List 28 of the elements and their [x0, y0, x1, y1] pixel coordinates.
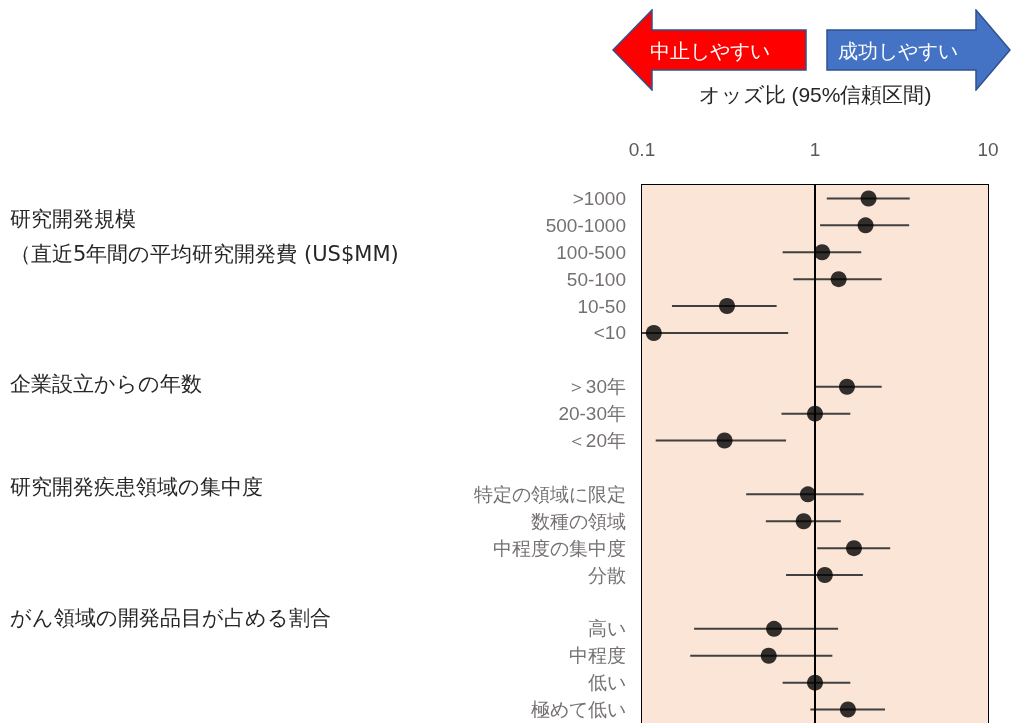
- y-tick-label: 10-50: [577, 295, 626, 317]
- y-tick-label: 高い: [588, 618, 626, 640]
- y-tick-label: <10: [593, 322, 626, 344]
- text: （直近5年間の平均研究開発費 (US$MM): [10, 241, 399, 268]
- x-axis-title: オッズ比 (95%信頼区間): [698, 83, 932, 106]
- y-tick-label: ＞30年: [566, 376, 626, 398]
- y-tick-label: 極めて低い: [531, 699, 626, 721]
- text: 成功しやすい: [838, 38, 958, 65]
- y-tick-label: ＜20年: [566, 430, 626, 452]
- y-tick-label: 500-1000: [545, 214, 626, 236]
- text: がん領域の開発品目が占める割合: [10, 605, 331, 632]
- text: 中止しやすい: [650, 38, 770, 65]
- y-tick-label: 低い: [588, 672, 626, 694]
- y-tick-label: 数種の領域: [531, 510, 626, 532]
- text: 研究開発疾患領域の集中度: [10, 474, 263, 501]
- y-tick-label: 分散: [588, 564, 626, 586]
- x-tick-label: 10: [977, 139, 999, 160]
- x-tick-label: 1: [809, 139, 821, 160]
- y-tick-label: 20-30年: [558, 403, 626, 425]
- x-tick-label: 0.1: [628, 139, 656, 160]
- y-tick-label: 中程度の集中度: [493, 537, 626, 559]
- y-tick-label: 50-100: [566, 268, 626, 290]
- y-tick-label: 中程度: [569, 645, 626, 667]
- y-tick-label: 100-500: [556, 241, 626, 263]
- y-tick-label: >1000: [572, 187, 626, 209]
- text: 企業設立からの年数: [10, 371, 202, 398]
- y-tick-label: 特定の領域に限定: [474, 483, 626, 505]
- text: 研究開発規模: [10, 206, 136, 233]
